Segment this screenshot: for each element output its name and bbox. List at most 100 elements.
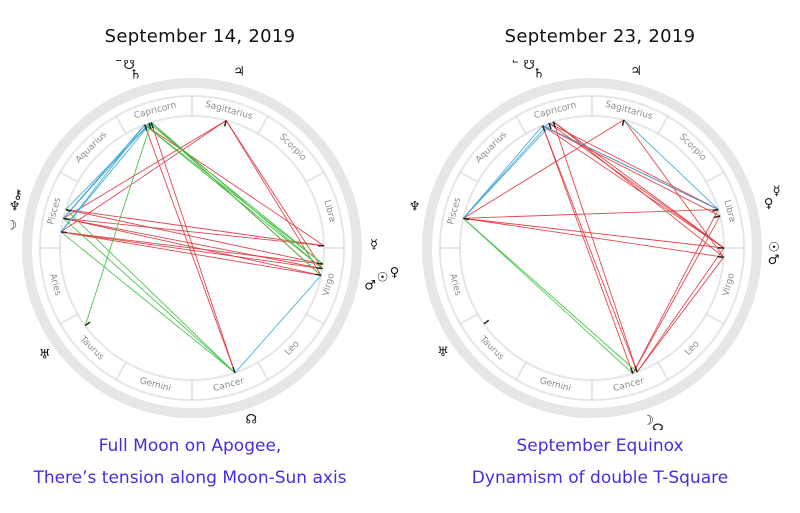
sign-divider [115, 116, 127, 134]
chiron-icon: ⚷ [13, 187, 23, 202]
uranus-icon: ♅ [437, 345, 449, 360]
sign-divider [657, 362, 669, 380]
sign-divider [257, 116, 269, 134]
planet-tick-south-node [148, 122, 152, 130]
neptune-icon: ♆ [9, 200, 21, 215]
south-node-icon: ☋ [523, 60, 535, 73]
outer-ring [22, 78, 362, 418]
chart-panel-sep-23: September 23, 2019 Aries Taurus Gemini Canc… [400, 0, 800, 513]
north-node-icon: ☊ [652, 422, 664, 430]
jupiter-icon: ♃ [233, 65, 245, 80]
planet-tick-north-node [232, 366, 236, 374]
sign-divider [257, 362, 269, 380]
south-node-icon: ☋ [123, 60, 135, 73]
planet-tick-uranus [483, 319, 490, 325]
venus-icon: ♀ [390, 265, 400, 280]
neptune-icon: ♆ [409, 200, 421, 215]
planet-tick-pluto [143, 124, 148, 131]
sign-label-virgo: Virgo [321, 272, 337, 297]
sign-divider [657, 116, 669, 134]
sign-label-aquarius: Aquarius [474, 130, 509, 165]
aspect-line-south-node-sun [548, 122, 725, 249]
aspect-line-neptune-north-node [463, 217, 638, 373]
aspect-line-north-node-mars [636, 256, 725, 373]
sign-label-scorpio: Scorpio [277, 132, 308, 163]
planet-tick-neptune [63, 217, 70, 221]
aspect-line-saturn-mars [553, 121, 724, 258]
jupiter-icon: ♃ [630, 64, 642, 79]
uranus-icon: ♅ [39, 347, 51, 362]
caption-line-1: September Equinox [516, 436, 684, 456]
aspect-line-north-node-sun [636, 247, 725, 373]
aspect-line-moon-sun [60, 231, 323, 270]
planet-tick-chiron [65, 208, 72, 212]
mercury-icon: ☿ [370, 237, 378, 252]
saturn-icon: ♄ [130, 67, 142, 82]
chart-title: September 14, 2019 [104, 26, 296, 47]
sign-label-sagittarius: Sagittarius [204, 100, 254, 122]
sun-icon: ☉ [377, 271, 389, 286]
aspect-line-neptune-north-node [63, 217, 236, 374]
saturn-icon: ♄ [533, 66, 545, 81]
sign-divider [706, 313, 724, 325]
caption-line-1: Full Moon on Apogee, [98, 436, 282, 456]
aspect-line-chiron-north-node [65, 209, 236, 374]
aspect-line-neptune-mars [63, 217, 322, 276]
aspect-line-saturn-chiron [65, 122, 152, 210]
sign-label-virgo: Virgo [721, 272, 737, 297]
aspect-line-moon-venus [60, 231, 324, 265]
planet-tick-jupiter [621, 119, 625, 126]
sign-divider [115, 362, 127, 380]
planet-tick-sun [316, 266, 323, 270]
sign-label-taurus: Taurus [477, 334, 506, 363]
aspect-line-pluto-mercury [144, 124, 325, 247]
aspect-line-pluto-neptune [63, 124, 146, 219]
venus-icon: ♀ [764, 196, 774, 211]
caption-line-2: There’s tension along Moon-Sun axis [33, 468, 347, 488]
mercury-icon: ☿ [773, 184, 781, 199]
aspect-line-pluto-neptune [463, 125, 543, 219]
aspect-line-jupiter-neptune [63, 120, 227, 219]
pluto-icon: ♇ [113, 60, 125, 65]
sign-divider [515, 362, 527, 380]
mars-icon: ♂ [768, 253, 780, 268]
planet-tick-moon [60, 231, 68, 234]
sign-label-pisces: Pisces [46, 196, 63, 226]
sign-label-sagittarius: Sagittarius [604, 100, 654, 122]
aspect-line-saturn-uranus [84, 122, 152, 326]
outer-ring [422, 78, 762, 418]
planet-tick-venus [316, 262, 324, 265]
aspect-line-jupiter-neptune [463, 119, 625, 219]
aspect-line-pluto-venus [144, 124, 324, 265]
aspect-line-pluto-moon [60, 124, 146, 233]
sign-divider [60, 171, 78, 183]
aspect-line-neptune-sun [63, 217, 323, 270]
sign-label-aries: Aries [447, 273, 463, 298]
planet-tick-north-node [634, 366, 638, 373]
planet-tick-moon [630, 367, 634, 374]
planet-tick-south-node [548, 122, 552, 130]
sign-label-aquarius: Aquarius [74, 130, 109, 165]
aspect-line-pluto-venus [542, 125, 721, 217]
aspect-line-saturn-north-node [150, 122, 236, 373]
moon-icon: ☽ [6, 218, 18, 233]
planet-tick-saturn [552, 121, 556, 128]
sign-label-libra: Libra [721, 199, 736, 223]
planet-tick-mercury [712, 208, 719, 212]
planet-tick-pluto [541, 125, 546, 132]
planet-tick-neptune [463, 217, 470, 221]
planet-tick-venus [714, 215, 721, 219]
aspect-line-south-node-neptune [463, 122, 550, 219]
aspect-line-neptune-moon [463, 217, 634, 374]
aspect-line-pluto-north-node [542, 125, 638, 373]
planet-tick-jupiter [223, 120, 227, 127]
pluto-icon: ♇ [510, 60, 522, 66]
sign-band-inner [459, 115, 725, 381]
sign-divider [60, 313, 78, 325]
sign-label-pisces: Pisces [446, 196, 463, 226]
sign-divider [515, 116, 527, 134]
sun-icon: ☉ [768, 241, 780, 256]
aspect-line-moon-north-node [60, 231, 236, 374]
north-node-icon: ☊ [245, 413, 257, 428]
